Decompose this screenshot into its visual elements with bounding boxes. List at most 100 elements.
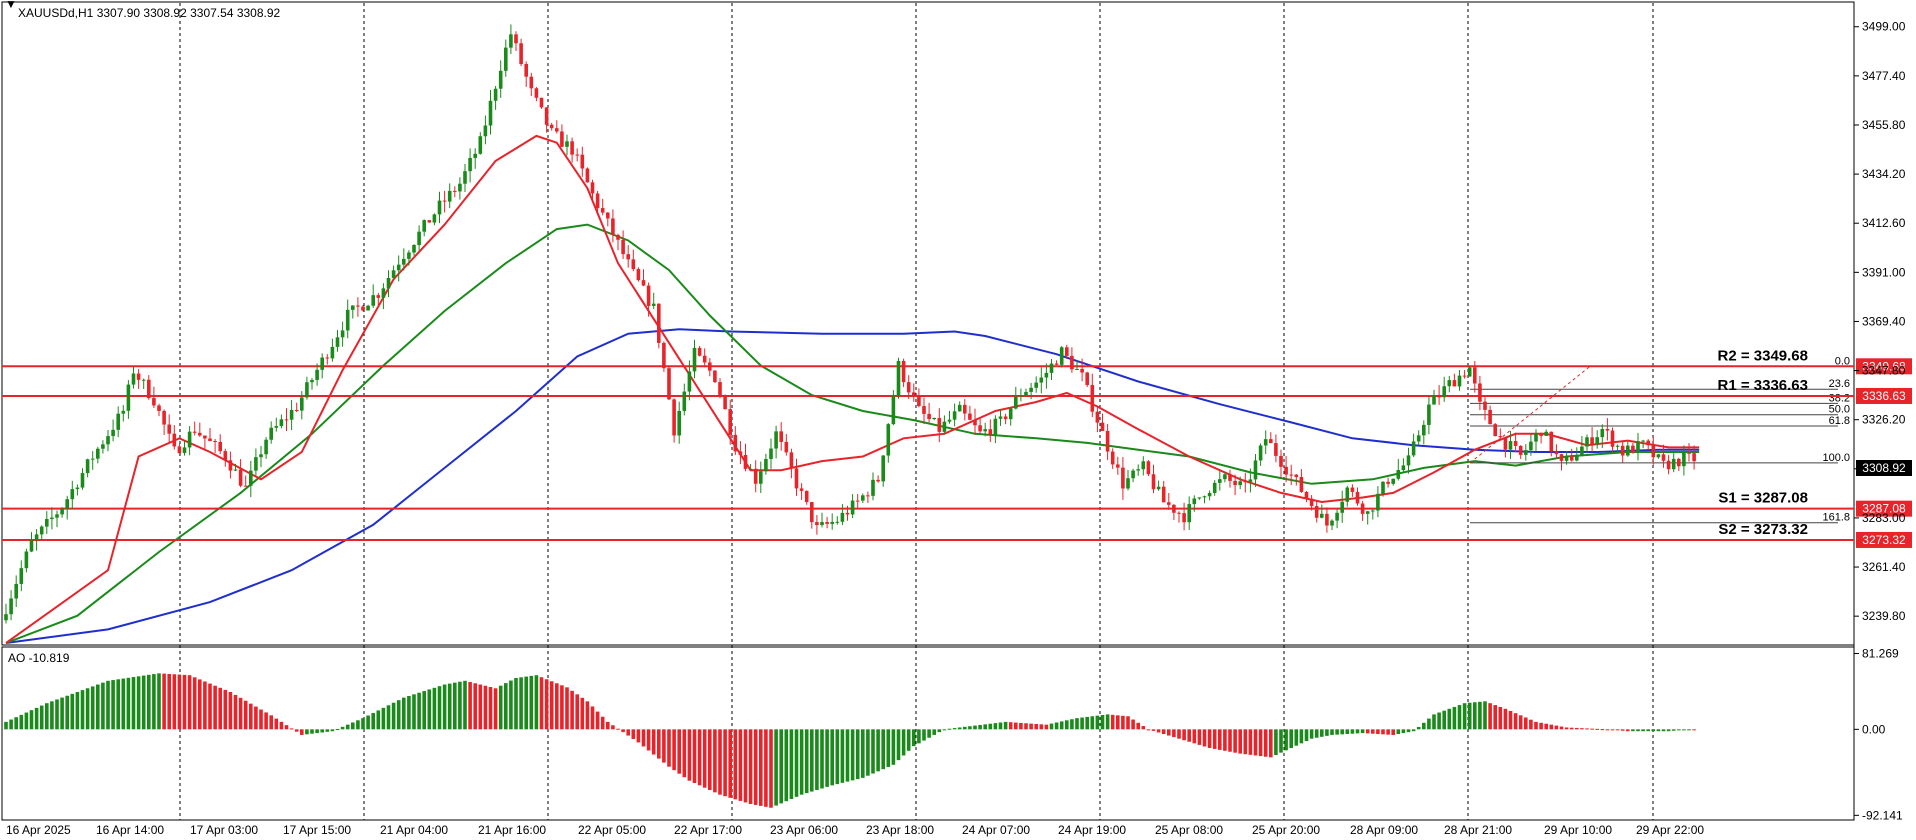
time-label: 24 Apr 19:00 bbox=[1058, 823, 1126, 837]
candle-body bbox=[325, 357, 330, 359]
candle-body bbox=[192, 431, 197, 433]
candle-body bbox=[687, 371, 692, 392]
candle-body bbox=[1105, 430, 1110, 452]
candle-body bbox=[1677, 458, 1681, 467]
time-label: 22 Apr 05:00 bbox=[578, 823, 646, 837]
collapse-arrow-icon[interactable]: ▼ bbox=[5, 0, 17, 11]
ao-bar bbox=[167, 673, 171, 730]
candle-body bbox=[1223, 474, 1227, 480]
time-grid bbox=[179, 3, 1654, 820]
candle-body bbox=[1549, 431, 1554, 452]
level-label: R1 = 3336.63 bbox=[1718, 377, 1809, 394]
ao-bar bbox=[1182, 729, 1186, 741]
ao-bar bbox=[590, 706, 595, 730]
ao-bar bbox=[1600, 729, 1605, 731]
ao-bar bbox=[1269, 729, 1273, 758]
candle-body bbox=[422, 220, 426, 232]
ao-bar bbox=[759, 729, 763, 806]
ao-bar bbox=[1381, 729, 1385, 735]
candle-body bbox=[1161, 486, 1166, 503]
candle-body bbox=[1498, 436, 1503, 438]
candle-body bbox=[106, 436, 110, 445]
ao-bar bbox=[65, 695, 69, 730]
ao-bar bbox=[912, 729, 916, 747]
ao-bar bbox=[544, 679, 549, 730]
ao-bar bbox=[1238, 729, 1242, 754]
candle-body bbox=[524, 64, 528, 77]
candle-body bbox=[845, 512, 850, 515]
candle-body bbox=[1575, 454, 1579, 461]
ao-bar bbox=[1422, 722, 1426, 730]
level-tag-label: 3287.08 bbox=[1862, 502, 1906, 516]
candle-body bbox=[1569, 456, 1574, 461]
candle-body bbox=[335, 337, 340, 347]
candle-body bbox=[978, 425, 982, 432]
ao-bar bbox=[743, 729, 748, 803]
ao-bar bbox=[463, 680, 467, 730]
ao-bar bbox=[1666, 729, 1671, 732]
ao-bar bbox=[1585, 728, 1589, 730]
ao-bar bbox=[580, 697, 585, 730]
candle-body bbox=[300, 397, 304, 411]
ao-bar bbox=[1411, 729, 1416, 732]
ao-bar bbox=[1345, 729, 1350, 734]
candle-body bbox=[1207, 492, 1212, 497]
candle-body bbox=[1253, 460, 1258, 480]
candle-body bbox=[590, 182, 595, 194]
candle-body bbox=[728, 409, 732, 435]
candle-body bbox=[539, 97, 544, 108]
ao-bar bbox=[810, 729, 814, 792]
ao-bar bbox=[1192, 729, 1197, 744]
ao-bar bbox=[876, 729, 880, 772]
ao-bar bbox=[988, 723, 993, 730]
candle-body bbox=[453, 190, 457, 192]
candle-body bbox=[560, 131, 564, 147]
time-label: 23 Apr 18:00 bbox=[866, 823, 934, 837]
ao-bar bbox=[315, 729, 319, 734]
candle-body bbox=[1110, 451, 1115, 465]
ao-bar bbox=[835, 729, 840, 785]
ao-bar bbox=[1467, 702, 1472, 730]
candle-body bbox=[774, 431, 778, 449]
ao-bar bbox=[386, 705, 391, 730]
ao-bar bbox=[1508, 710, 1513, 730]
candle-body bbox=[386, 277, 391, 289]
ao-bar bbox=[509, 680, 513, 730]
ao-bar bbox=[340, 726, 345, 730]
candle-body bbox=[1483, 401, 1487, 410]
candle-body bbox=[182, 447, 187, 453]
candle-body bbox=[1335, 512, 1339, 521]
candle-body bbox=[549, 124, 554, 129]
candle-body bbox=[830, 521, 834, 524]
ao-bar bbox=[1075, 718, 1079, 730]
candle-body bbox=[351, 305, 355, 310]
time-label: 16 Apr 14:00 bbox=[96, 823, 164, 837]
ao-bar bbox=[1172, 729, 1176, 738]
ao-bar bbox=[784, 729, 789, 802]
candle-body bbox=[1524, 450, 1528, 455]
ao-bar bbox=[121, 678, 126, 730]
candle-body bbox=[274, 426, 279, 428]
candle-body bbox=[855, 500, 860, 502]
candle-body bbox=[157, 405, 161, 411]
indicator-label: AO -10.819 bbox=[8, 651, 70, 665]
candle-body bbox=[218, 441, 222, 452]
ao-bar bbox=[529, 675, 534, 730]
candle-body bbox=[473, 153, 477, 158]
candle-body bbox=[1437, 396, 1441, 398]
ao-bar bbox=[539, 677, 544, 730]
ao-bar bbox=[728, 729, 732, 798]
ao-bar bbox=[442, 684, 447, 730]
ao-bar bbox=[932, 729, 936, 735]
candle-body bbox=[820, 522, 824, 526]
ao-bar bbox=[1590, 728, 1594, 730]
candle-body bbox=[1228, 474, 1232, 481]
candle-body bbox=[437, 200, 442, 215]
ao-bar bbox=[85, 688, 90, 730]
ao-bar bbox=[243, 700, 248, 730]
ao-bar bbox=[1692, 729, 1696, 731]
ao-bar bbox=[29, 710, 34, 730]
price-tick-label: 3391.00 bbox=[1862, 265, 1906, 279]
candle-body bbox=[1269, 439, 1273, 444]
